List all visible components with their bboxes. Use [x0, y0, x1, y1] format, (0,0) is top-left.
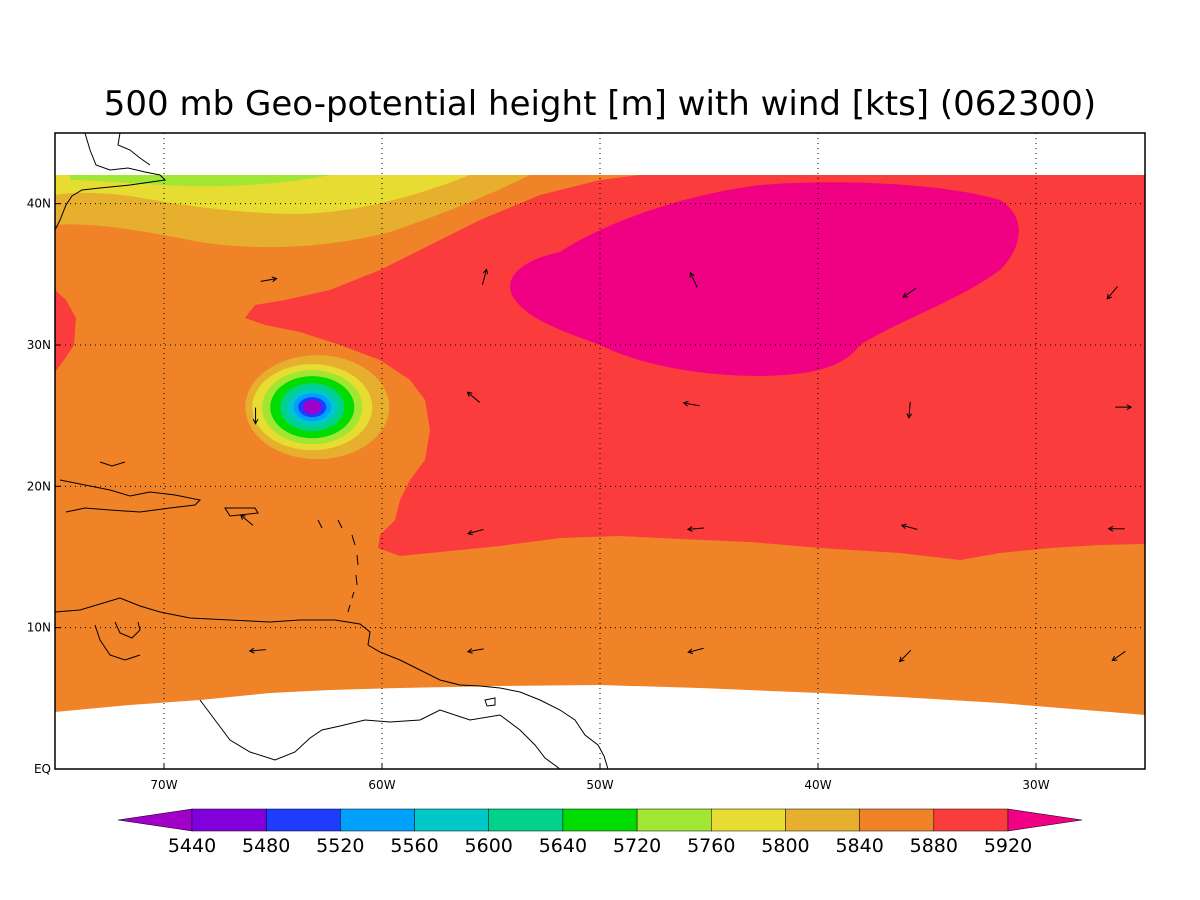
cyclone-rings — [245, 355, 390, 460]
colorbar-box-0 — [191, 808, 267, 832]
wind-arrow-12 — [900, 523, 918, 530]
colorbar-label-5: 5640 — [539, 835, 587, 857]
wind-arrow-19 — [1111, 650, 1126, 662]
lat-tick-label-0: EQ — [34, 762, 51, 776]
wind-arrow-1 — [481, 268, 489, 286]
colorbar-box-8 — [785, 808, 860, 832]
colorbar-label-1: 5480 — [242, 835, 290, 857]
colorbar-label-4: 5600 — [465, 835, 513, 857]
colorbar-box-2 — [340, 808, 415, 832]
colorbar-label-7: 5760 — [687, 835, 735, 857]
lon-tick-label-3: 40W — [804, 778, 831, 792]
wind-arrow-18 — [898, 649, 912, 663]
lon-tick-label-1: 60W — [368, 778, 395, 792]
colorbar-label-3: 5560 — [390, 835, 438, 857]
colorbar-box-9 — [859, 808, 935, 832]
coastline-lesser-antilles — [317, 519, 359, 613]
colorbar-box-4 — [488, 808, 564, 832]
coastline-puerto-rico — [224, 507, 259, 517]
wind-arrow-7 — [906, 402, 913, 420]
wind-vectors — [239, 268, 1133, 663]
colorbar-box-5 — [562, 808, 638, 832]
wind-arrow-14 — [239, 514, 254, 526]
wind-arrow-3 — [902, 287, 917, 298]
lat-tick-label-4: 40N — [27, 197, 51, 211]
wind-arrow-4 — [1106, 286, 1118, 300]
wind-arrow-5 — [466, 391, 481, 403]
colorbar-low-triangle — [117, 808, 193, 832]
wind-arrow-8 — [1115, 404, 1133, 411]
wind-arrow-10 — [467, 529, 484, 536]
colorbar-high-triangle — [1007, 808, 1083, 832]
field-band-5920-west — [55, 290, 76, 372]
colorbar-box-1 — [265, 808, 341, 832]
plot-area — [55, 133, 1145, 769]
wind-arrow-16 — [466, 648, 484, 654]
wind-arrow-0 — [260, 276, 278, 283]
field-band-high — [510, 182, 1019, 376]
coastline-north-america — [55, 133, 167, 231]
height-field — [55, 175, 1145, 715]
wind-arrow-2 — [689, 271, 698, 288]
colorbar-box-6 — [636, 808, 712, 832]
colorbar-label-0: 5440 — [168, 835, 216, 857]
wind-arrow-6 — [682, 400, 700, 407]
colorbar-label-9: 5840 — [835, 835, 883, 857]
coastline-south-america — [55, 597, 609, 769]
coastlines — [55, 133, 609, 769]
wind-arrow-13 — [1107, 525, 1125, 532]
map-title: 500 mb Geo-potential height [m] with win… — [104, 84, 1096, 124]
wind-arrow-17 — [687, 647, 704, 655]
coastline-greater-antilles — [59, 461, 202, 513]
lon-tick-label-0: 70W — [150, 778, 177, 792]
coastline-trinidad — [484, 697, 496, 707]
wind-arrow-15 — [248, 647, 266, 654]
field-band-5760 — [70, 175, 330, 187]
colorbar-box-7 — [711, 808, 786, 832]
lon-tick-label-2: 50W — [586, 778, 613, 792]
cyclone-ring-8 — [303, 400, 322, 415]
lat-tick-label-1: 10N — [27, 621, 51, 635]
wind-arrow-9 — [252, 407, 259, 425]
colorbar: 5440 5480 5520 5560 5600 5640 5720 5760 5800 5840… — [117, 808, 1083, 857]
colorbar-label-8: 5800 — [761, 835, 809, 857]
grid-lines — [55, 133, 1145, 769]
wind-arrow-11 — [686, 526, 704, 532]
colorbar-box-10 — [933, 808, 1009, 832]
lat-tick-label-3: 30N — [27, 338, 51, 352]
colorbar-label-2: 5520 — [316, 835, 364, 857]
coastline-new-england — [117, 133, 151, 166]
colorbar-label-11: 5920 — [984, 835, 1032, 857]
colorbar-label-6: 5720 — [613, 835, 661, 857]
colorbar-label-10: 5880 — [910, 835, 958, 857]
colorbar-box-3 — [414, 808, 489, 832]
lat-tick-label-2: 20N — [27, 479, 51, 493]
axis-labels: 70W 60W 50W 40W 30W EQ 10N 20N 30N 40N — [27, 197, 1050, 792]
lon-tick-label-4: 30W — [1022, 778, 1049, 792]
